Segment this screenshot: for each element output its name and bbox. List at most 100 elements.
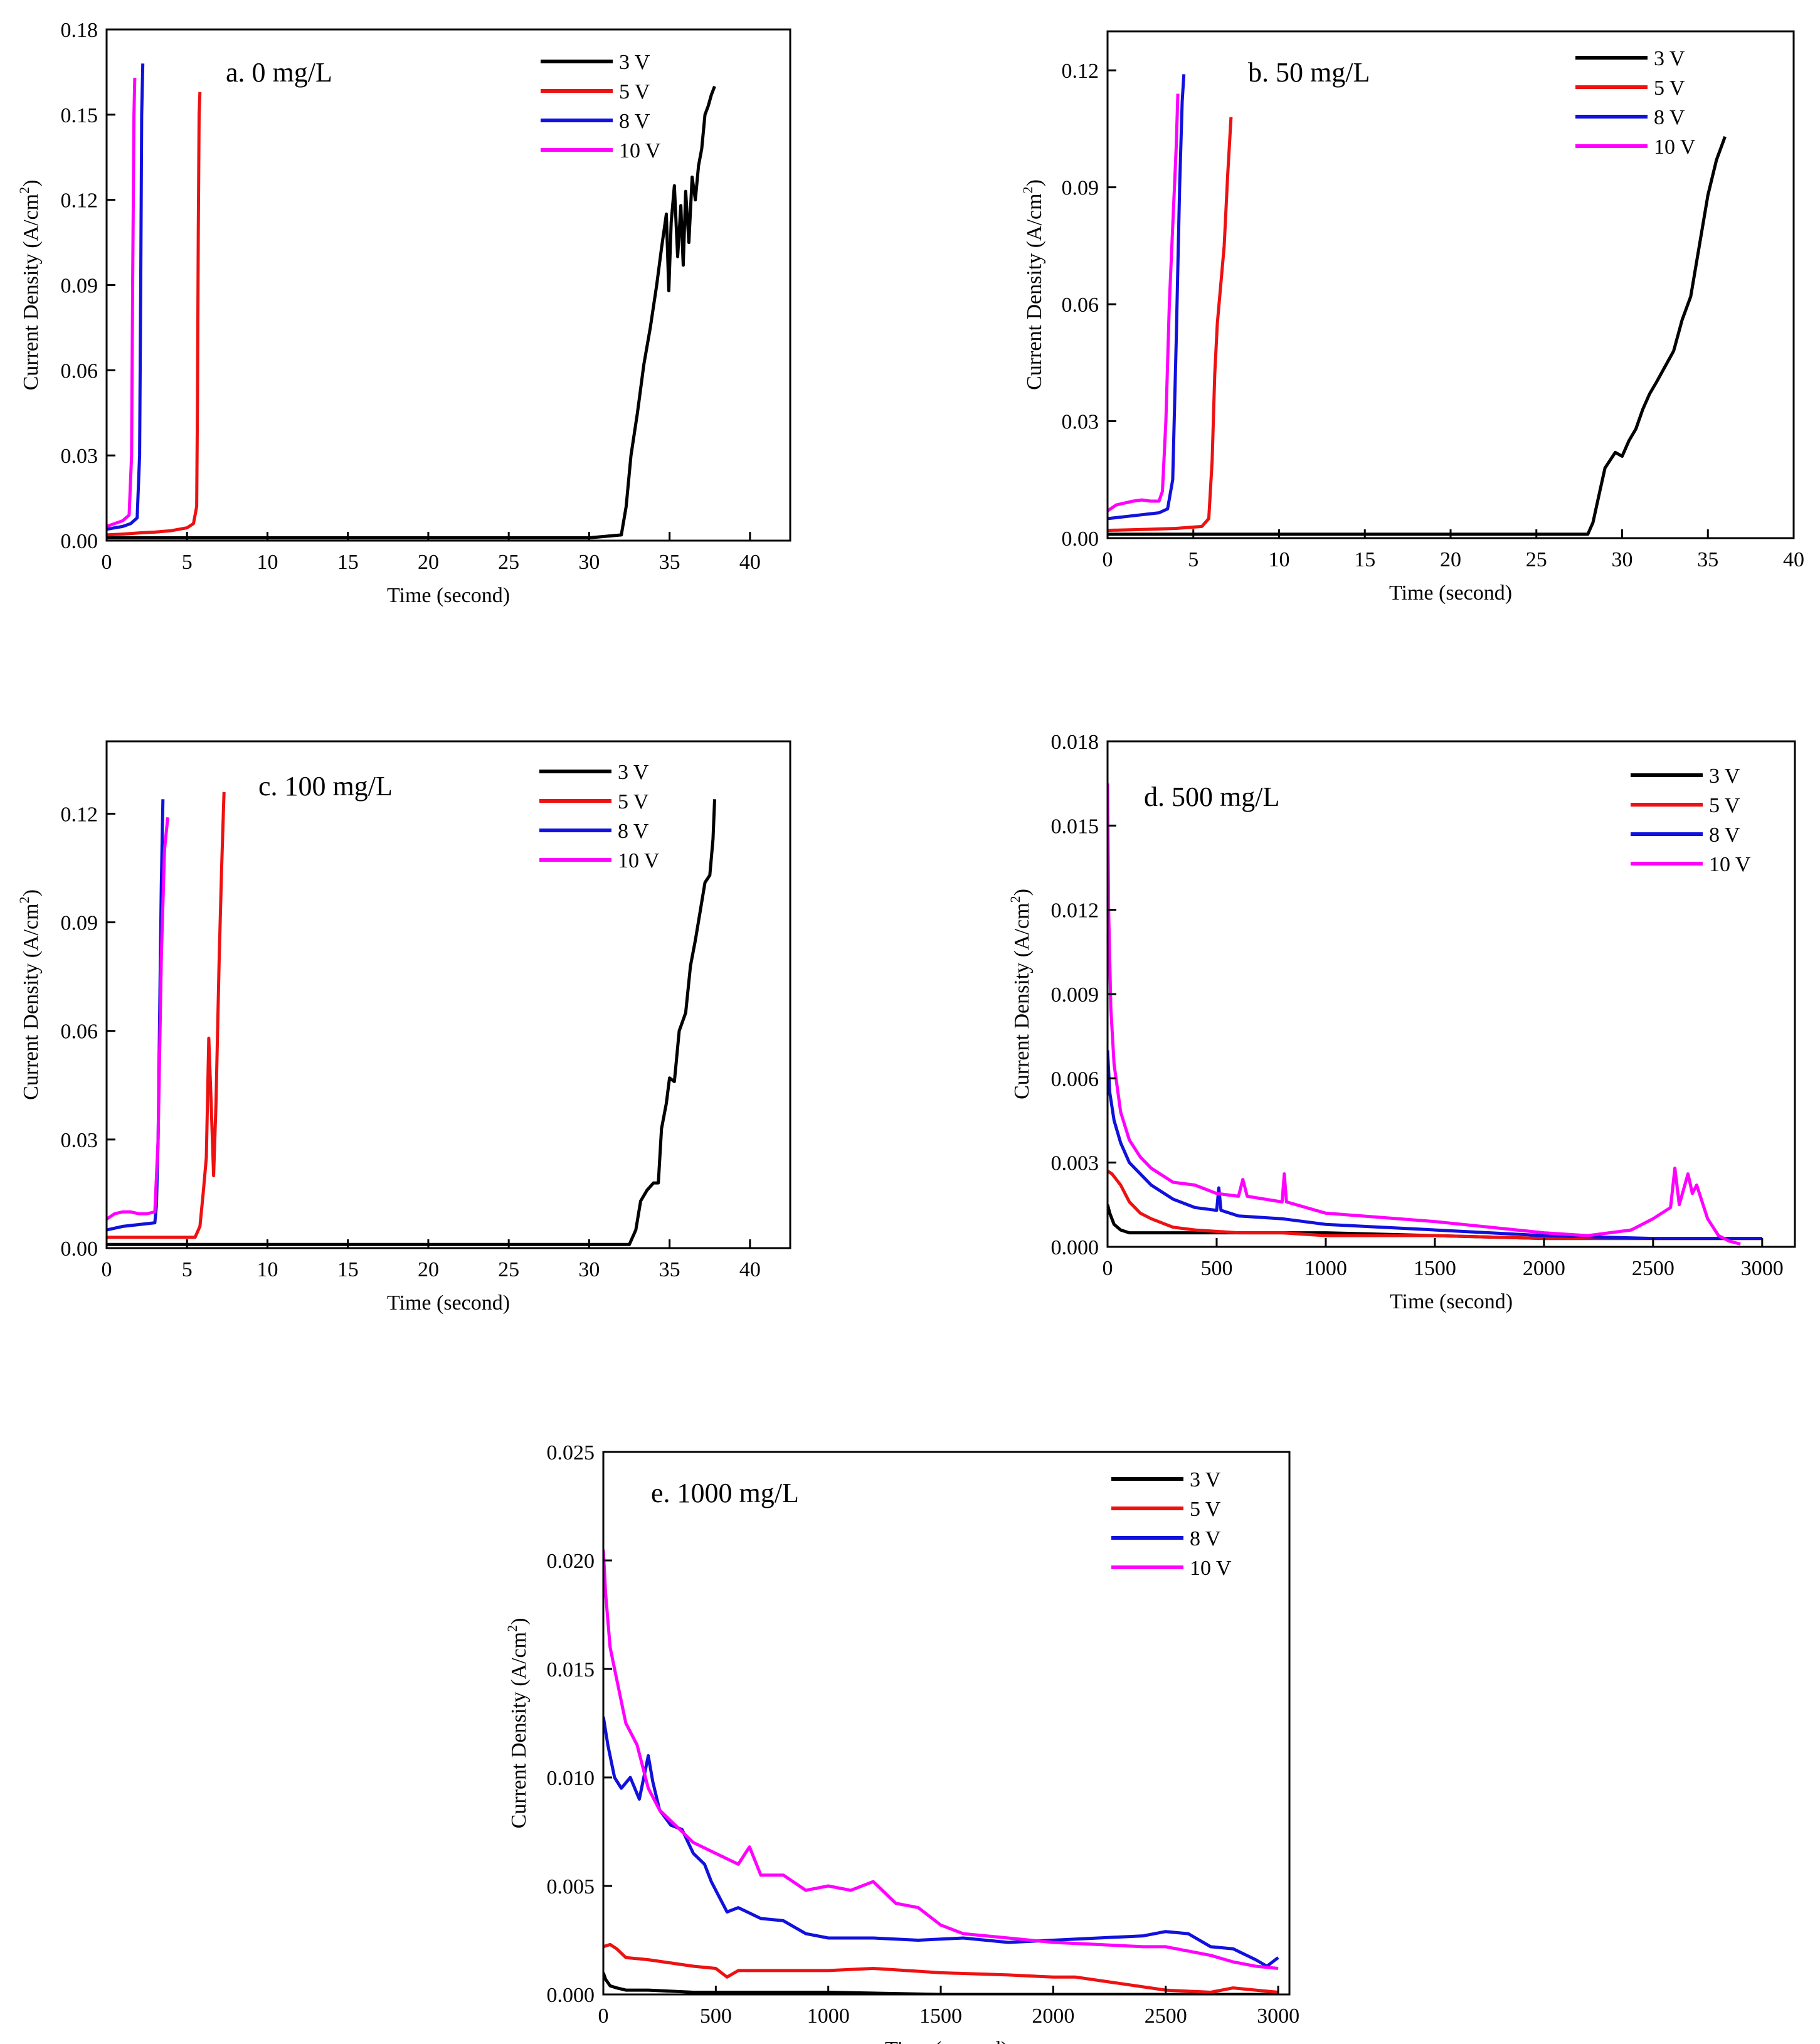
- series-line-a-10v: [107, 77, 137, 528]
- x-tick-label: 3000: [1257, 2004, 1299, 2028]
- y-axis-label-text: Current Density (A/cm: [507, 1632, 531, 1829]
- x-tick-label: 1500: [919, 2004, 962, 2028]
- plot-frame-d: [1106, 740, 1796, 1248]
- x-tick-label: 35: [1697, 548, 1718, 571]
- legend-label: 10 V: [618, 849, 660, 872]
- y-tick-label: 0.18: [61, 19, 98, 42]
- legend-label: 8 V: [1190, 1527, 1221, 1550]
- legend-label: 8 V: [1709, 823, 1740, 847]
- x-tick-label: 15: [337, 1258, 359, 1281]
- x-tick-label: 2500: [1632, 1257, 1675, 1280]
- x-axis-label: Time (second): [1390, 1290, 1513, 1313]
- y-axis-label: Current Density (A/cm2): [16, 889, 43, 1100]
- series-line-e-3v: [603, 1972, 1279, 1994]
- x-tick-label: 0: [102, 551, 112, 574]
- series-line-e-8v: [603, 1716, 1279, 1968]
- legend-label: 8 V: [619, 110, 650, 133]
- y-axis-label-close: ): [1023, 179, 1046, 186]
- legend-label: 3 V: [1654, 47, 1685, 70]
- legend-label: 3 V: [1190, 1468, 1221, 1491]
- y-tick-label: 0.00: [61, 530, 98, 553]
- y-axis-label-close: ): [507, 1618, 531, 1625]
- y-axis-label-superscript: 2: [1020, 186, 1035, 193]
- legend-label: 10 V: [1709, 853, 1751, 876]
- y-tick-label: 0.015: [547, 1658, 595, 1681]
- series-line-e-10v: [603, 1549, 1279, 1970]
- series-line-a-5v: [107, 92, 202, 537]
- legend-label: 5 V: [619, 80, 650, 103]
- series-line-c-3v: [107, 799, 716, 1246]
- panel-title: c. 100 mg/L: [258, 771, 393, 802]
- y-tick-label: 0.06: [1062, 294, 1099, 317]
- y-axis-label: Current Density (A/cm2): [504, 1618, 531, 1829]
- x-tick-label: 5: [182, 1258, 193, 1281]
- y-axis-label-text: Current Density (A/cm: [19, 194, 43, 391]
- y-tick-label: 0.025: [547, 1441, 595, 1464]
- x-tick-label: 20: [1440, 548, 1461, 571]
- y-tick-label: 0.12: [61, 803, 98, 826]
- series-line-b-8v: [1108, 74, 1186, 521]
- series-line-d-10v: [1108, 783, 1741, 1246]
- y-tick-label: 0.03: [61, 1129, 98, 1152]
- y-axis-label: Current Density (A/cm2): [1020, 179, 1046, 390]
- x-tick-label: 35: [659, 551, 680, 574]
- series-line-c-8v: [107, 799, 165, 1232]
- panel-a: 0 5 10 15 20 25 30 35 40 0.00 0.03 0.06 0.09 0.12 0.15…: [16, 19, 791, 607]
- y-tick-label: 0.000: [1051, 1236, 1099, 1259]
- series-line-e-5v: [603, 1942, 1279, 1994]
- x-tick-label: 2000: [1032, 2004, 1074, 2028]
- y-tick-label: 0.018: [1051, 731, 1099, 754]
- x-tick-label: 0: [1103, 548, 1113, 571]
- x-tick-label: 40: [1783, 548, 1804, 571]
- x-tick-label: 5: [1188, 548, 1198, 571]
- legend-label: 10 V: [619, 139, 661, 162]
- y-tick-label: 0.020: [547, 1550, 595, 1573]
- x-tick-label: 25: [1526, 548, 1547, 571]
- legend-label: 3 V: [619, 51, 650, 74]
- panel-title: a. 0 mg/L: [226, 57, 332, 88]
- y-tick-label: 0.006: [1051, 1067, 1099, 1091]
- series-line-b-10v: [1108, 93, 1180, 512]
- legend-label: 5 V: [618, 790, 649, 813]
- panel-title: e. 1000 mg/L: [651, 1478, 799, 1508]
- y-tick-label: 0.009: [1051, 983, 1099, 1007]
- y-axis-label-close: ): [19, 889, 43, 896]
- x-tick-label: 40: [739, 1258, 761, 1281]
- panel-title: d. 500 mg/L: [1144, 781, 1279, 812]
- y-tick-label: 0.15: [61, 104, 98, 127]
- y-tick-label: 0.000: [547, 1984, 595, 2007]
- x-tick-label: 10: [257, 551, 278, 574]
- y-tick-label: 0.09: [61, 275, 98, 298]
- y-tick-label: 0.003: [1051, 1152, 1099, 1175]
- y-axis-label-text: Current Density (A/cm: [1010, 903, 1034, 1099]
- y-tick-label: 0.010: [547, 1767, 595, 1790]
- plot-frame-e: [602, 1451, 1291, 1996]
- series-line-c-10v: [107, 817, 169, 1221]
- y-tick-label: 0.015: [1051, 815, 1099, 838]
- y-tick-label: 0.03: [1062, 411, 1099, 434]
- plot-frame-a: [105, 28, 791, 542]
- y-tick-label: 0.12: [61, 189, 98, 213]
- panel-d: 0 500 1000 1500 2000 2500 3000 0.000 0.003 0.006 0…: [1007, 731, 1796, 1313]
- x-axis-label: Time (second): [1389, 581, 1512, 605]
- legend-label: 3 V: [1709, 765, 1740, 788]
- legend-label: 8 V: [618, 820, 649, 843]
- y-tick-label: 0.00: [1062, 527, 1099, 551]
- series-line-a-3v: [107, 85, 716, 539]
- x-tick-label: 0: [102, 1258, 112, 1281]
- series-line-b-5v: [1108, 117, 1233, 532]
- y-tick-label: 0.012: [1051, 899, 1099, 923]
- y-axis-label-close: ): [1010, 889, 1034, 896]
- x-tick-label: 40: [739, 551, 761, 574]
- legend-label: 5 V: [1190, 1498, 1221, 1521]
- x-tick-label: 30: [1612, 548, 1633, 571]
- series-line-d-8v: [1108, 1050, 1762, 1241]
- x-tick-label: 2500: [1145, 2004, 1187, 2028]
- series-line-b-3v: [1108, 135, 1727, 536]
- y-axis-label-superscript: 2: [1007, 896, 1023, 903]
- panel-c: 0 5 10 15 20 25 30 35 40 0.00 0.03 0.06 0.09 0.12 Time…: [16, 740, 791, 1315]
- y-axis-label-superscript: 2: [16, 896, 32, 903]
- x-tick-label: 35: [659, 1258, 680, 1281]
- x-axis-label: Time (second): [387, 584, 510, 607]
